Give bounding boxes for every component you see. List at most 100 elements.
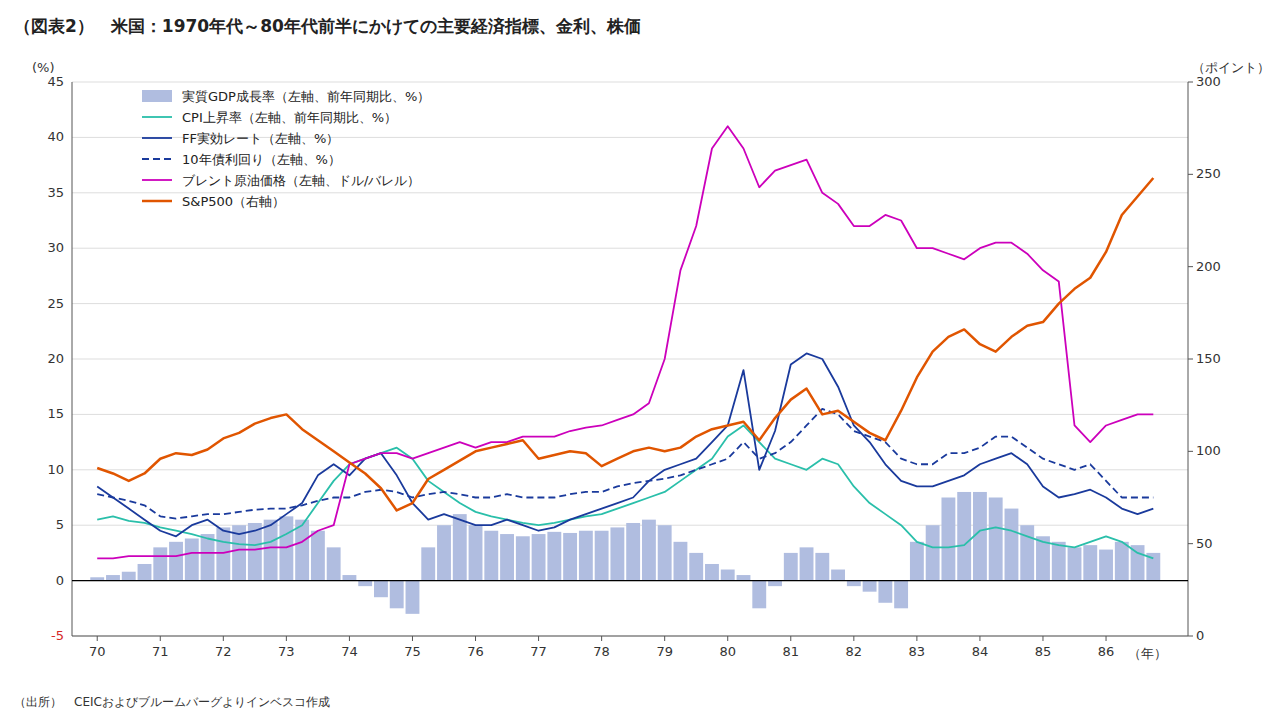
bar <box>800 547 814 580</box>
x-tick <box>286 636 287 641</box>
x-tick-label: 76 <box>467 644 484 659</box>
bar <box>784 553 798 581</box>
bar <box>1099 550 1113 581</box>
x-tick-label: 84 <box>972 644 989 659</box>
bar <box>1083 545 1097 580</box>
bar <box>752 581 766 609</box>
line-series <box>97 409 1153 519</box>
x-axis-line <box>72 636 1188 637</box>
bar <box>421 547 435 580</box>
annotation: （出所） CEICおよびブルームバーグよりインベスコ作成 <box>14 695 330 709</box>
legend-label: CPI上昇率（左軸、前年同期比、%） <box>182 110 397 125</box>
y-tick-label: 20 <box>47 351 64 366</box>
legend-swatch <box>142 137 172 139</box>
x-tick <box>979 636 980 641</box>
x-tick <box>349 636 350 641</box>
legend: 実質GDP成長率（左軸、前年同期比、%）CPI上昇率（左軸、前年同期比、%）FF… <box>142 89 430 209</box>
zero-line <box>72 580 1188 581</box>
x-tick-label: 86 <box>1098 644 1115 659</box>
bar <box>169 542 183 581</box>
x-tick <box>223 636 224 641</box>
legend-label: FF実効レート（左軸、%） <box>182 131 339 146</box>
y-tick-label: 40 <box>47 129 64 144</box>
x-tick <box>664 636 665 641</box>
bar <box>689 553 703 581</box>
bar <box>469 525 483 580</box>
y-tick-label: 0 <box>56 573 64 588</box>
grid-line <box>72 82 1188 83</box>
y2-tick-label: 250 <box>1196 166 1221 181</box>
bar <box>878 581 892 603</box>
bar <box>106 575 120 581</box>
bar <box>327 547 341 580</box>
y-tick-label: 45 <box>47 74 64 89</box>
bar <box>484 531 498 581</box>
y2-tick <box>1188 636 1193 637</box>
bar <box>122 572 136 581</box>
y2-tick <box>1188 82 1193 83</box>
bar <box>705 564 719 581</box>
bar <box>532 534 546 581</box>
y2-axis-label: （ポイント） <box>1192 60 1270 75</box>
x-tick <box>916 636 917 641</box>
x-tick <box>475 636 476 641</box>
y2-tick-label: 50 <box>1196 536 1213 551</box>
x-tick <box>412 636 413 641</box>
x-tick <box>727 636 728 641</box>
title: （図表2） 米国：1970年代～80年代前半にかけての主要経済指標、金利、株価 <box>14 16 641 36</box>
y2-tick <box>1188 359 1193 360</box>
legend-label: S&P500（右軸） <box>182 194 285 209</box>
y2-axis-line <box>1188 82 1189 636</box>
y-axis-label: (%) <box>32 60 55 75</box>
bar <box>721 570 735 581</box>
bar <box>815 553 829 581</box>
y2-tick <box>1188 451 1193 452</box>
bar <box>500 534 514 581</box>
plot-area <box>72 126 1188 614</box>
line-series <box>97 178 1153 510</box>
bar <box>658 525 672 580</box>
legend-swatch <box>142 200 172 203</box>
bar <box>406 581 420 614</box>
x-tick <box>1042 636 1043 641</box>
bar <box>737 575 751 581</box>
y-tick-label: 10 <box>47 462 64 477</box>
x-tick-label: 77 <box>530 644 547 659</box>
x-tick-label: 71 <box>152 644 169 659</box>
bar <box>437 525 451 580</box>
axes: -505101520253035404505010015020025030070… <box>47 74 1220 659</box>
bar <box>374 581 388 598</box>
x-tick-label: 80 <box>719 644 736 659</box>
bar <box>831 570 845 581</box>
y2-tick-label: 150 <box>1196 351 1221 366</box>
bar <box>153 547 167 580</box>
legend-swatch <box>142 179 172 181</box>
grid-line <box>72 469 1188 470</box>
y2-tick <box>1188 174 1193 175</box>
grid-line <box>72 303 1188 304</box>
bar <box>1068 547 1082 580</box>
legend-label: 10年債利回り（左軸、%） <box>182 152 341 167</box>
bar <box>453 514 467 580</box>
x-tick-label: 82 <box>846 644 863 659</box>
bar <box>642 520 656 581</box>
bar <box>957 492 971 581</box>
x-tick-label: 74 <box>341 644 358 659</box>
bar <box>941 498 955 581</box>
grid-line <box>72 636 1188 637</box>
bar <box>610 527 624 580</box>
line-series <box>97 126 1153 558</box>
x-tick-label: 83 <box>909 644 926 659</box>
x-tick-label: 72 <box>215 644 232 659</box>
bar <box>1052 542 1066 581</box>
bar <box>626 523 640 581</box>
grid-line <box>72 580 1188 581</box>
legend-swatch <box>142 90 172 102</box>
x-tick <box>538 636 539 641</box>
x-tick-label: 73 <box>278 644 295 659</box>
y-tick-label: 25 <box>47 296 64 311</box>
x-tick-label: 78 <box>593 644 610 659</box>
y-axis-line <box>72 82 73 636</box>
bar <box>185 538 199 580</box>
bar <box>910 542 924 581</box>
